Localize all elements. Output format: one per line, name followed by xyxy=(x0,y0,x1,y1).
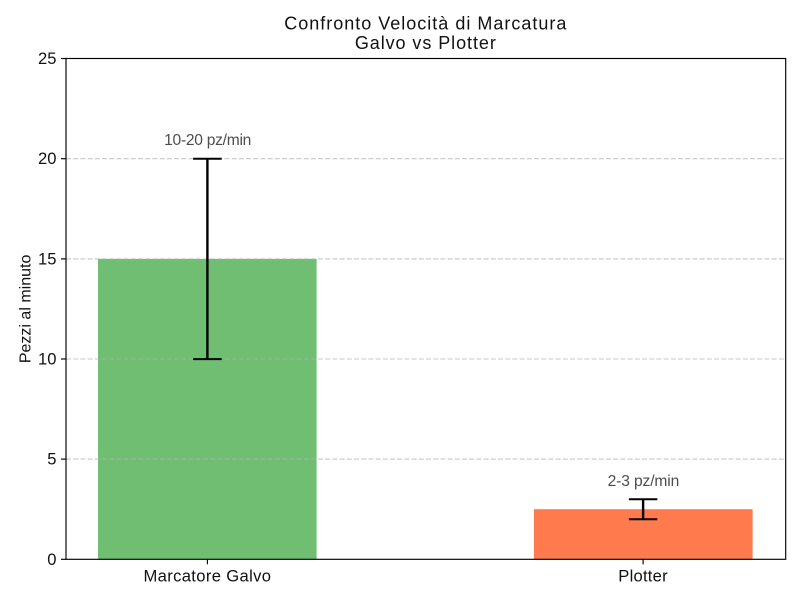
svg-text:10-20 pz/min: 10-20 pz/min xyxy=(164,132,251,149)
svg-text:Marcatore Galvo: Marcatore Galvo xyxy=(143,567,271,586)
svg-text:10: 10 xyxy=(38,350,56,369)
svg-text:20: 20 xyxy=(38,149,56,168)
svg-text:Pezzi al minuto: Pezzi al minuto xyxy=(18,255,35,364)
svg-text:5: 5 xyxy=(47,450,56,469)
svg-text:Galvo vs Plotter: Galvo vs Plotter xyxy=(355,33,497,53)
svg-text:Confronto Velocità di Marcatur: Confronto Velocità di Marcatura xyxy=(284,13,567,33)
svg-text:15: 15 xyxy=(38,249,56,268)
svg-text:2-3 pz/min: 2-3 pz/min xyxy=(608,473,680,490)
svg-text:0: 0 xyxy=(47,550,56,569)
svg-text:Plotter: Plotter xyxy=(618,567,668,586)
svg-text:25: 25 xyxy=(38,49,56,68)
